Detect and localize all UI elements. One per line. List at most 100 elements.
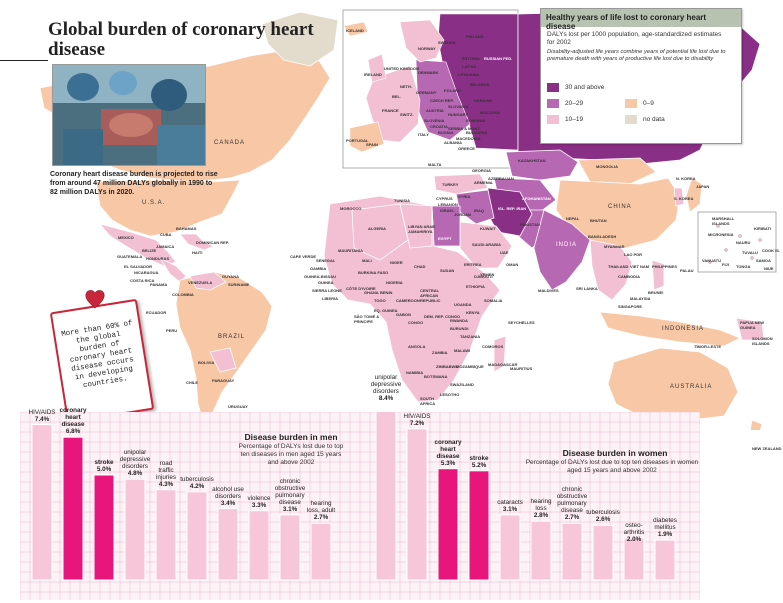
map-label-cameroon: CAMEROON: [396, 298, 420, 303]
map-label-greece: GREECE: [458, 146, 475, 151]
map-label-jamaica: JAMAICA: [156, 244, 175, 249]
map-label-ecuador: ECUADOR: [146, 310, 167, 315]
map-label-bulgaria: BULGARIA: [466, 130, 488, 135]
map-label-myanmar: MYANMAR: [604, 244, 625, 249]
map-label-laos: LAO PDR: [624, 252, 642, 257]
map-label-germany: GERMANY: [416, 90, 437, 95]
map-label-mauritius: MAURITIUS: [510, 366, 533, 371]
bar-women-8: [623, 537, 645, 581]
map-label-spain: SPAIN: [366, 142, 378, 147]
map-label-sri-lanka: SRI LANKA: [576, 286, 598, 291]
map-label-colombia: COLOMBIA: [172, 292, 194, 297]
map-label-philippines: PHILIPPINES: [652, 264, 677, 269]
region-europe-west: [365, 65, 421, 143]
bar-value-men-7: 3.3%: [251, 501, 267, 509]
map-label-haiti: HAITI: [192, 250, 203, 255]
map-label-tonga: TONGA: [736, 264, 751, 269]
map-label-kuwait: KUWAIT: [480, 226, 496, 231]
region-new-zealand: [749, 419, 763, 430]
map-label-gabon: GABON: [396, 312, 411, 317]
bar-men-5: [186, 491, 208, 581]
bar-women-1: [406, 428, 428, 581]
map-label-nkorea: N. KOREA: [676, 176, 696, 181]
callout-card: More than 60% of the global burden of co…: [49, 298, 155, 424]
map-label-mongolia: MONGOLIA: [596, 164, 618, 169]
map-label-guyana: GUYANA: [222, 274, 239, 279]
map-label-botswana: BOTSWANA: [424, 374, 448, 379]
map-label-eritrea: ERITREA: [464, 262, 482, 267]
bar-category-women-0: unipolar depressive disorders: [370, 373, 402, 395]
region-india: [533, 209, 591, 291]
bar-label-men-4: road traffic injuries 4.3%: [148, 460, 184, 488]
bar-value-women-6: 2.7%: [564, 514, 580, 522]
bar-women-4: [499, 514, 521, 581]
page-title: Global burden of coronary heart disease: [48, 19, 314, 60]
bar-category-women-9: diabetes mellitus: [653, 517, 677, 532]
map-label-poland: POLAND: [444, 88, 461, 93]
men-chart-title: Disease burden in men: [244, 432, 338, 442]
map-label-venezuela: VENEZUELA: [188, 280, 213, 285]
legend-note: Disability-adjusted life years combine y…: [547, 49, 726, 62]
map-label-marshall: MARSHALL ISLANDS: [712, 216, 735, 226]
map-label-eq-guinea: EQ. GUINEA: [374, 308, 398, 313]
bar-men-9: [310, 522, 332, 581]
map-label-el-salvador: EL SALVADOR: [124, 264, 153, 269]
map-label-turkey: TURKEY: [442, 182, 459, 187]
map-label-south-africa: SOUTH AFRICA: [420, 396, 436, 406]
map-label-mexico: MEXICO: [118, 235, 134, 240]
map-label-cuba: CUBA: [160, 232, 172, 237]
map-label-moldova: MOLDOVA: [480, 110, 501, 115]
map-label-kazakhstan: KAZAKHSTAN: [518, 158, 546, 163]
region-libya: [399, 203, 433, 249]
map-legend: Healthy years of life lost to coronary h…: [540, 8, 742, 144]
map-label-tanzania: TANZANIA: [460, 334, 481, 339]
map-label-png: PAPUA NEW GUINEA: [740, 320, 764, 330]
map-label-cyprus: CYPRUS: [436, 196, 453, 201]
bar-category-men-8: chronic obstructive pulmonary disease: [274, 477, 306, 506]
map-label-paraguay: PARAGUAY: [212, 378, 235, 383]
island-dot: [708, 260, 712, 264]
map-label-micronesia: MICRONESIA: [708, 232, 734, 237]
bar-value-men-0: 7.4%: [34, 415, 50, 423]
bar-men-8: [279, 514, 301, 581]
legend-swatch-10-19: [547, 115, 559, 124]
bar-value-women-1: 7.2%: [409, 419, 425, 427]
region-philippines: [651, 259, 665, 291]
bar-label-women-9: diabetes mellitus 1.9%: [647, 517, 683, 538]
map-label-belgium: BEL.: [392, 94, 402, 99]
bar-label-women-7: tuberculosis 2.6%: [585, 509, 621, 523]
map-label-russian-fed: RUSSIAN FED.: [484, 56, 513, 61]
map-label-niue: NIUE: [764, 266, 774, 271]
map-label-malta: MALTA: [428, 162, 442, 167]
bar-label-women-8: osteo-arthritis 2.0%: [616, 522, 652, 543]
map-label-sweden: SWEDEN: [438, 40, 456, 45]
region-japan: [685, 177, 703, 213]
bar-category-women-4: cataracts: [497, 498, 523, 506]
map-label-rwanda: RWANDA: [450, 318, 468, 323]
map-label-drc: DEM. REP. CONGO: [424, 314, 461, 319]
map-label-lesotho: LESOTHO: [440, 392, 460, 397]
map-label-madagascar: MADAGASCAR: [488, 362, 518, 367]
map-label-costa-rica: COSTA RICA: [130, 278, 155, 283]
map-label-gambia: GAMBIA: [310, 266, 327, 271]
map-label-israel: ISRAEL: [440, 208, 455, 213]
region-bolivia: [209, 347, 237, 373]
map-label-malaysia: MALAYSIA: [630, 296, 651, 301]
bar-value-men-9: 2.7%: [313, 514, 329, 522]
map-label-uganda: UGANDA: [454, 302, 472, 307]
region-europe-east: [415, 59, 471, 141]
bar-category-women-8: osteo-arthritis: [623, 522, 645, 536]
map-label-cambodia: CAMBODIA: [618, 274, 640, 279]
map-label-algeria: ALGERIA: [368, 226, 386, 231]
map-label-netherlands: NETH.: [400, 84, 412, 89]
region-mongolia: [577, 157, 657, 185]
map-label-finland: FINLAND: [466, 34, 484, 39]
bar-label-women-4: cataracts 3.1%: [492, 499, 528, 513]
map-label-namibia: NAMIBIA: [406, 370, 424, 375]
bar-value-women-3: 5.2%: [471, 461, 487, 469]
bar-label-women-6: chronic obstructive pulmonary disease 2.7%: [554, 486, 590, 521]
bar-men-0: [31, 424, 53, 581]
island-dot: [724, 248, 728, 252]
bar-value-women-5: 2.8%: [533, 512, 549, 520]
bar-label-men-1: coronary heart disease 6.8%: [55, 407, 91, 435]
